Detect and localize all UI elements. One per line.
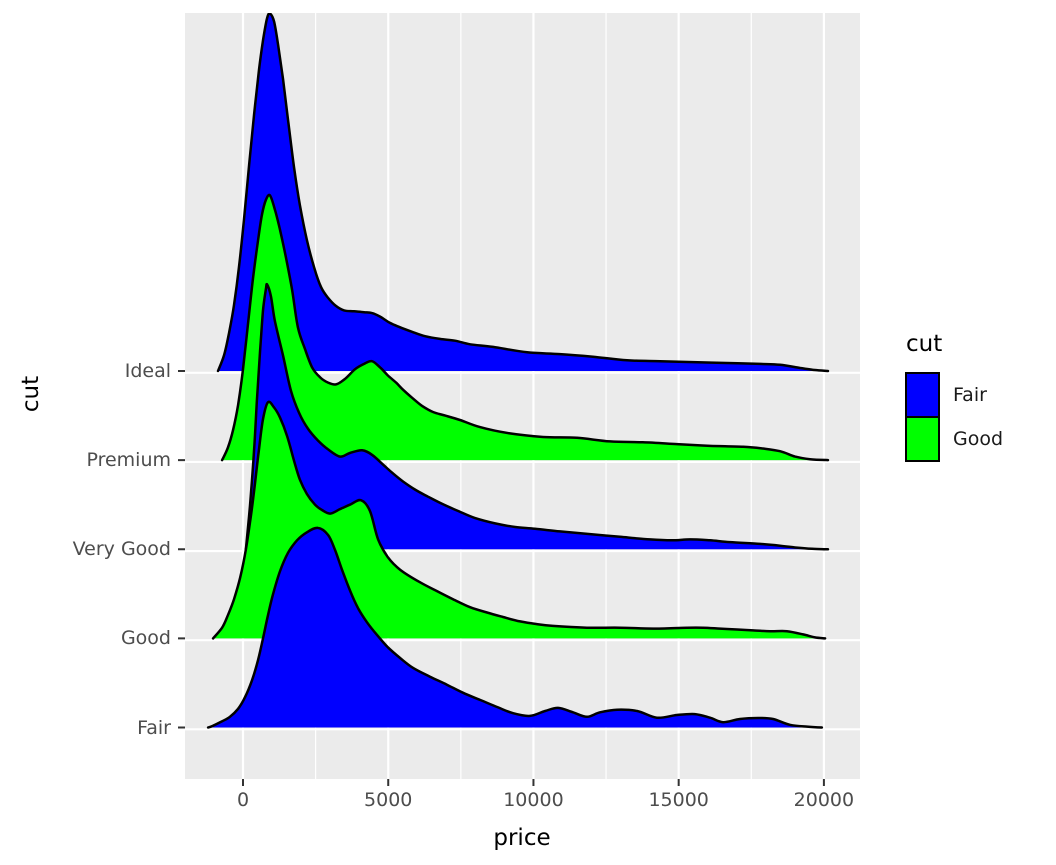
legend-key-fair: Fair	[905, 372, 1003, 418]
legend-swatch-fair	[905, 372, 940, 418]
y-tick-label: Good	[120, 627, 171, 650]
x-tick-label: 10000	[503, 789, 564, 811]
x-tick-label: 5000	[364, 789, 413, 811]
y-tick-label: Fair	[137, 716, 171, 739]
y-axis-title: cut	[18, 375, 44, 413]
x-tick-label: 0	[236, 789, 250, 811]
legend-title: cut	[906, 331, 943, 357]
legend-swatch-good	[905, 415, 940, 462]
x-axis-title: price	[493, 825, 551, 851]
legend-key-good: Good	[905, 415, 1004, 462]
x-tick-label: 15000	[648, 789, 709, 811]
legend-label-fair: Fair	[953, 384, 987, 406]
y-tick-label: Very Good	[72, 538, 171, 561]
legend-label-good: Good	[953, 427, 1004, 450]
y-tick-label: Ideal	[124, 360, 171, 382]
x-tick-label: 20000	[793, 789, 855, 811]
y-tick-label: Premium	[86, 449, 171, 472]
legend: cut Fair Good	[905, 331, 1003, 462]
